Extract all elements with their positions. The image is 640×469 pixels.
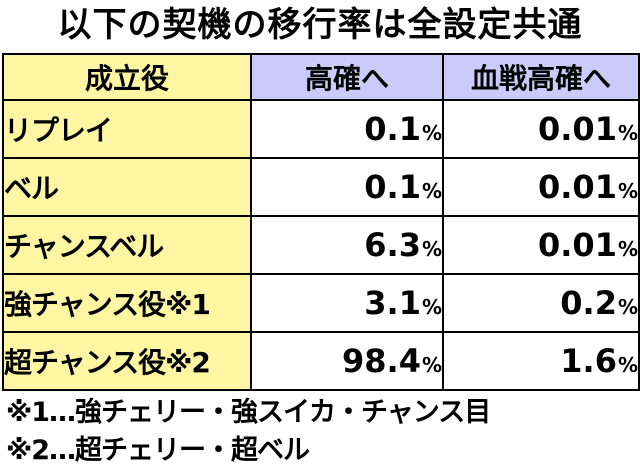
rate-unit: % <box>421 179 442 203</box>
rate-unit: % <box>617 121 638 145</box>
table-row: 強チャンス役※1 3.1% 0.2% <box>2 273 640 333</box>
high-prob-cell: 3.1% <box>250 273 444 333</box>
rate-value: 98.4 <box>342 342 421 380</box>
rate-value: 0.1 <box>364 110 421 148</box>
table-row: チャンスベル 6.3% 0.01% <box>2 215 640 275</box>
rate-unit: % <box>421 353 442 377</box>
blood-battle-cell: 1.6% <box>442 331 640 391</box>
blood-battle-cell: 0.01% <box>442 215 640 275</box>
page-title: 以下の契機の移行率は全設定共通 <box>57 5 583 45</box>
blood-battle-cell: 0.01% <box>442 99 640 159</box>
rate-value: 0.2 <box>560 284 617 322</box>
role-cell: 強チャンス役※1 <box>2 273 252 333</box>
rate-unit: % <box>617 295 638 319</box>
table-row: リプレイ 0.1% 0.01% <box>2 99 640 159</box>
role-cell: ベル <box>2 157 252 217</box>
high-prob-cell: 0.1% <box>250 99 444 159</box>
footnote-2: ※2…超チェリー・超ベル <box>6 435 310 466</box>
table-row: 超チャンス役※2 98.4% 1.6% <box>2 331 640 391</box>
rate-unit: % <box>421 295 442 319</box>
rate-value: 0.1 <box>364 168 421 206</box>
high-prob-cell: 6.3% <box>250 215 444 275</box>
header-high-prob: 高確へ <box>250 53 444 101</box>
role-cell: リプレイ <box>2 99 252 159</box>
rate-unit: % <box>617 353 638 377</box>
blood-battle-cell: 0.01% <box>442 157 640 217</box>
header-blood-battle-high-prob: 血戦高確へ <box>442 53 640 101</box>
rate-unit: % <box>421 237 442 261</box>
table-header-row: 成立役 高確へ 血戦高確へ <box>2 53 640 101</box>
rate-value: 1.6 <box>560 342 617 380</box>
rate-unit: % <box>421 121 442 145</box>
blood-battle-cell: 0.2% <box>442 273 640 333</box>
footnote-1: ※1…強チェリー・強スイカ・チャンス目 <box>6 397 491 428</box>
role-cell: 超チャンス役※2 <box>2 331 252 391</box>
rate-value: 0.01 <box>538 110 617 148</box>
rate-value: 3.1 <box>364 284 421 322</box>
transition-rate-table: 成立役 高確へ 血戦高確へ リプレイ 0.1% 0.01% ベル 0.1% 0.… <box>2 53 640 391</box>
rate-value: 0.01 <box>538 226 617 264</box>
header-role: 成立役 <box>2 53 252 101</box>
role-cell: チャンスベル <box>2 215 252 275</box>
rate-value: 6.3 <box>364 226 421 264</box>
table-row: ベル 0.1% 0.01% <box>2 157 640 217</box>
high-prob-cell: 0.1% <box>250 157 444 217</box>
rate-unit: % <box>617 179 638 203</box>
rate-unit: % <box>617 237 638 261</box>
high-prob-cell: 98.4% <box>250 331 444 391</box>
rate-value: 0.01 <box>538 168 617 206</box>
